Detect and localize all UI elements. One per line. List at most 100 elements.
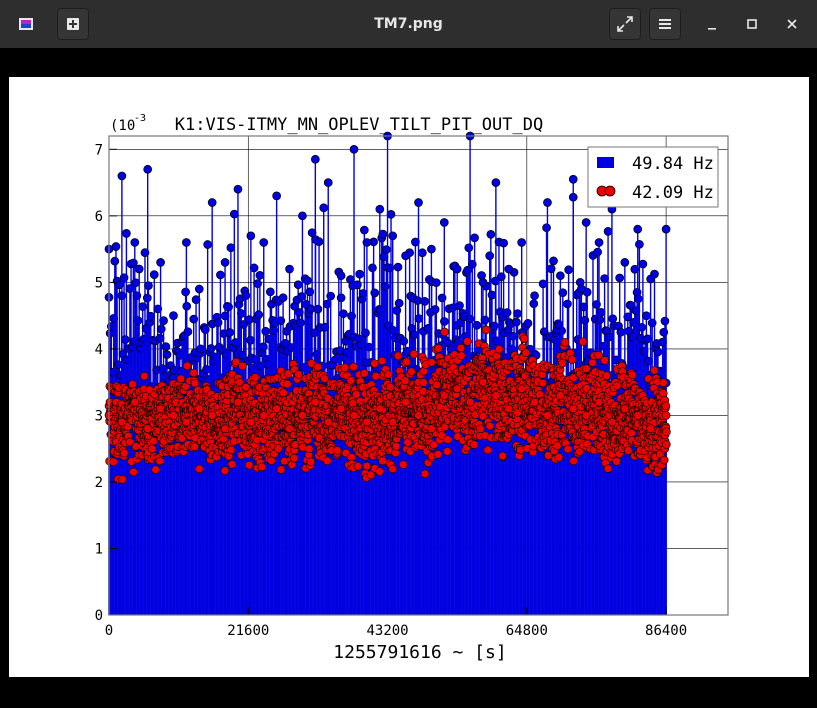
blue-point xyxy=(499,238,508,248)
red-point xyxy=(530,397,539,407)
red-point xyxy=(602,371,611,381)
close-button[interactable] xyxy=(776,8,808,40)
red-point xyxy=(207,411,217,420)
blue-point xyxy=(382,245,391,254)
blue-point xyxy=(411,237,420,247)
blue-point xyxy=(229,209,239,219)
red-point xyxy=(401,397,410,407)
red-point xyxy=(437,431,447,440)
blue-point xyxy=(122,229,131,238)
red-point xyxy=(427,358,436,367)
blue-point xyxy=(615,273,625,283)
red-point xyxy=(558,358,567,368)
red-point xyxy=(349,411,359,420)
red-point xyxy=(420,469,430,479)
blue-point xyxy=(181,287,190,297)
blue-point xyxy=(480,315,490,325)
hamburger-menu-icon xyxy=(659,19,671,29)
blue-point xyxy=(310,154,320,164)
fullscreen-button[interactable] xyxy=(609,8,641,40)
chart-title: K1:VIS-ITMY_MN_OPLEV_TILT_PIT_OUT_DQ xyxy=(175,115,543,135)
blue-point xyxy=(140,248,150,257)
red-point xyxy=(360,368,369,378)
red-point xyxy=(517,384,526,394)
maximize-button[interactable] xyxy=(736,8,768,40)
red-point xyxy=(662,440,671,449)
red-point xyxy=(125,437,135,447)
red-point xyxy=(581,411,591,420)
red-point xyxy=(156,404,165,414)
blue-point xyxy=(161,342,171,351)
red-point xyxy=(139,371,149,381)
blue-point xyxy=(635,239,644,249)
red-point xyxy=(320,374,329,383)
red-point xyxy=(259,411,269,420)
blue-point xyxy=(542,223,551,233)
red-point xyxy=(456,343,466,353)
main-menu-button[interactable] xyxy=(649,8,681,40)
red-point xyxy=(388,464,397,474)
red-point xyxy=(427,424,436,434)
blue-point xyxy=(216,270,225,280)
blue-point xyxy=(303,276,312,285)
blue-point xyxy=(464,243,474,253)
blue-point xyxy=(272,191,281,201)
red-point xyxy=(118,475,127,484)
red-point xyxy=(182,417,191,427)
blue-point xyxy=(564,265,573,275)
red-point xyxy=(313,362,323,372)
x-tick-label: 21600 xyxy=(227,623,269,639)
blue-point xyxy=(439,218,449,227)
red-point xyxy=(377,356,387,366)
minimize-button[interactable] xyxy=(696,8,728,40)
y-tick-label: 6 xyxy=(95,209,103,225)
blue-point xyxy=(478,278,488,287)
app-image-icon xyxy=(10,8,42,40)
red-point xyxy=(298,411,307,420)
blue-point xyxy=(427,244,436,254)
red-point xyxy=(659,378,668,388)
blue-point xyxy=(159,316,168,325)
red-point xyxy=(238,361,247,371)
legend-item-49.84hz: 49.84 Hz xyxy=(597,154,714,174)
red-point xyxy=(147,444,157,454)
blue-point xyxy=(523,318,533,328)
x-tick-label: 64800 xyxy=(506,623,548,639)
red-point xyxy=(176,374,186,384)
red-point xyxy=(661,411,671,420)
blue-point xyxy=(401,251,410,261)
blue-point xyxy=(368,263,377,273)
red-point xyxy=(340,363,350,373)
blue-point xyxy=(349,144,359,154)
time-series-chart: 0 21600 43200 64800 86400 0 1 2 3 4 5 6 7 K1:VIS-ITM… xyxy=(95,113,729,663)
blue-point xyxy=(543,198,552,207)
red-point xyxy=(483,445,493,455)
red-point xyxy=(465,397,475,407)
red-point xyxy=(370,359,379,368)
red-point xyxy=(349,362,358,372)
red-point xyxy=(478,377,488,387)
y-exponent-power: -3 xyxy=(134,113,146,124)
blue-point xyxy=(319,203,329,213)
red-point xyxy=(568,404,578,414)
blue-point xyxy=(394,298,404,308)
red-point xyxy=(143,424,152,434)
y-tick-label: 7 xyxy=(95,142,103,158)
red-point xyxy=(177,433,187,443)
red-point xyxy=(393,351,403,361)
red-point xyxy=(623,446,633,455)
minimize-icon xyxy=(708,28,716,30)
new-tab-button[interactable] xyxy=(57,8,89,40)
red-point xyxy=(620,404,630,414)
blue-point xyxy=(430,305,440,314)
red-point xyxy=(388,417,398,427)
blue-point xyxy=(563,299,572,309)
red-point xyxy=(407,367,416,376)
red-point xyxy=(341,448,351,458)
blue-point xyxy=(414,198,423,207)
blue-point xyxy=(616,327,626,337)
blue-point xyxy=(557,326,566,336)
blue-point xyxy=(637,322,647,332)
blue-point xyxy=(362,238,372,247)
